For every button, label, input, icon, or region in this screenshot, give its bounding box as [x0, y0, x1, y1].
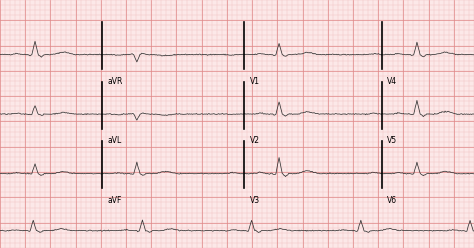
Text: aVF: aVF [108, 196, 122, 205]
Text: V5: V5 [387, 136, 397, 145]
Text: aVL: aVL [108, 136, 122, 145]
Text: V3: V3 [250, 196, 260, 205]
Text: V6: V6 [387, 196, 397, 205]
Text: V4: V4 [387, 77, 397, 86]
Text: V2: V2 [250, 136, 260, 145]
Text: aVR: aVR [108, 77, 123, 86]
Text: V1: V1 [250, 77, 260, 86]
